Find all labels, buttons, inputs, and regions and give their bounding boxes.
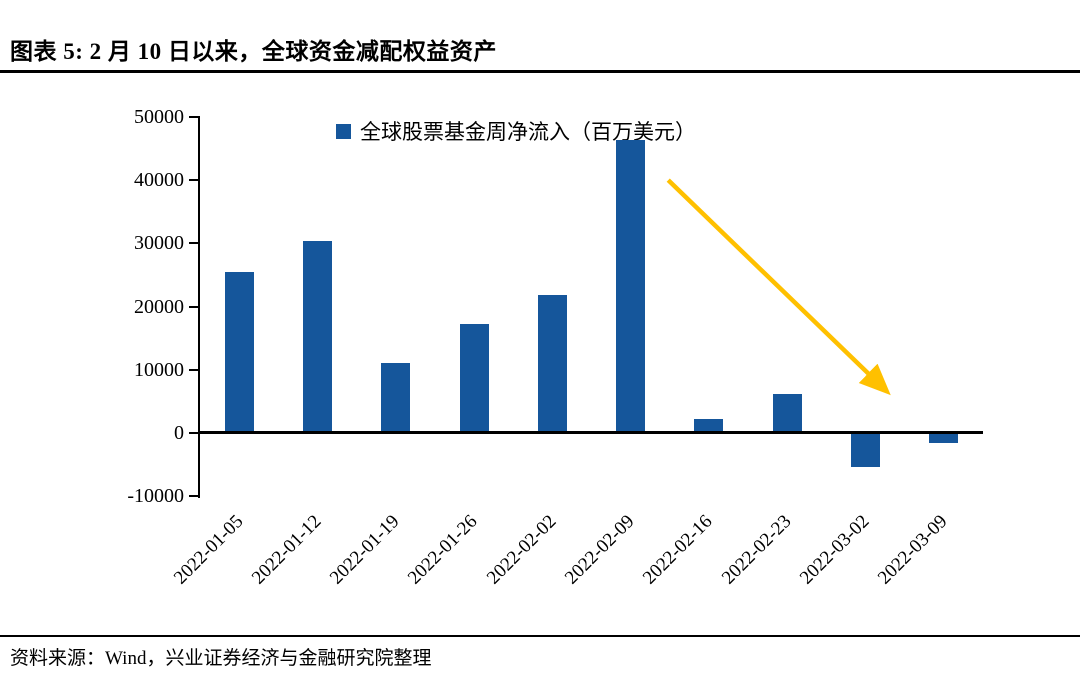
bar-2022-02-16 <box>694 418 724 433</box>
legend-marker-icon <box>336 123 351 139</box>
bar-2022-02-23 <box>772 394 802 433</box>
chart-legend: 全球股票基金周净流入（百万美元） <box>336 116 696 146</box>
bar-2022-02-09 <box>616 140 646 433</box>
x-tick-label: 2022-01-12 <box>247 511 326 589</box>
bar-2022-01-05 <box>224 271 254 433</box>
x-tick-label: 2022-01-26 <box>404 511 482 589</box>
footer-divider <box>0 635 1080 637</box>
x-tick-label: 2022-03-09 <box>874 511 952 589</box>
x-tick-label: 2022-02-23 <box>717 511 796 589</box>
y-tick-mark <box>189 305 198 308</box>
y-tick-label: 40000 <box>134 169 184 192</box>
bar-2022-03-02 <box>851 434 881 467</box>
y-tick-mark <box>189 495 198 497</box>
legend-label: 全球股票基金周净流入（百万美元） <box>360 120 696 144</box>
y-tick-mark <box>189 116 198 118</box>
y-tick-mark <box>189 368 198 371</box>
bar-2022-01-19 <box>381 363 411 433</box>
y-tick-mark <box>189 179 198 182</box>
y-tick-label: -10000 <box>127 485 184 507</box>
y-tick-label: 10000 <box>134 358 184 381</box>
plot-area: 50000 40000 30000 20000 10000 0 -10000 2022-01… <box>127 106 983 589</box>
y-tick-label: 50000 <box>134 106 184 128</box>
y-tick-label: 0 <box>174 421 184 444</box>
x-tick-label: 2022-03-02 <box>795 511 874 589</box>
x-tick-label: 2022-01-19 <box>326 511 404 589</box>
y-tick-mark <box>189 431 198 434</box>
x-tick-label: 2022-02-16 <box>639 511 717 589</box>
x-tick-label: 2022-02-09 <box>560 511 639 589</box>
y-tick-label: 30000 <box>134 232 184 255</box>
figure-title: 图表 5: 2 月 10 日以来，全球资金减配权益资产 <box>10 39 497 64</box>
y-axis-line <box>198 116 200 498</box>
x-axis-zero-line <box>200 431 983 435</box>
bar-2022-03-09 <box>929 434 959 444</box>
x-tick-label: 2022-02-02 <box>482 511 561 589</box>
x-tick-label: 2022-01-05 <box>169 511 248 589</box>
y-tick-mark <box>189 242 198 245</box>
bar-2022-01-12 <box>302 240 332 433</box>
y-tick-label: 20000 <box>134 295 184 318</box>
bar-2022-02-02 <box>537 295 567 433</box>
source-note: 资料来源：Wind，兴业证券经济与金融研究院整理 <box>10 648 432 669</box>
title-divider <box>0 70 1080 73</box>
bar-2022-01-26 <box>459 324 489 433</box>
